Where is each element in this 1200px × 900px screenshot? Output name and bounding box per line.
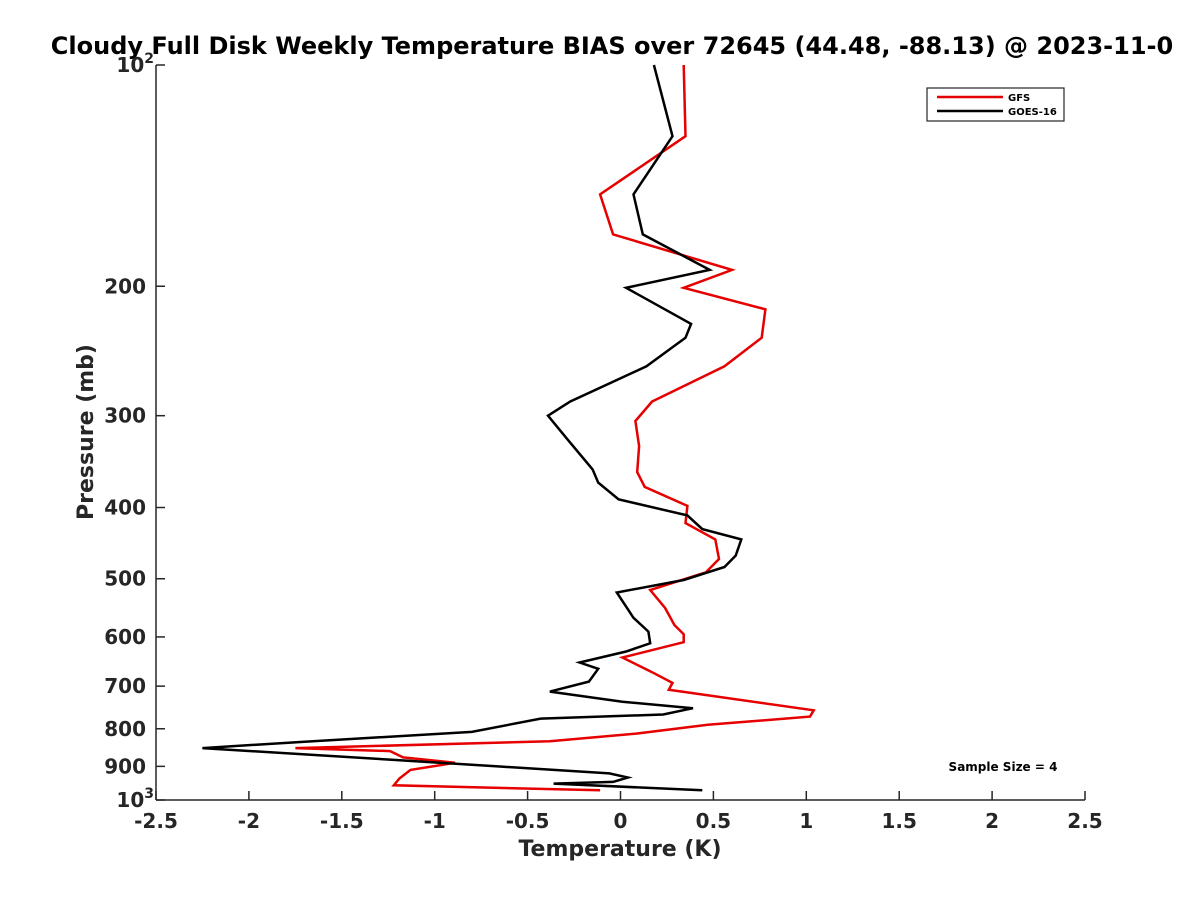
x-tick-label: 0.5 <box>696 809 731 833</box>
y-tick-label: 200 <box>104 274 146 298</box>
y-axis-label: Pressure (mb) <box>74 344 99 520</box>
x-tick-label: 1 <box>799 809 813 833</box>
y-tick-label: 800 <box>104 717 146 741</box>
plot-area: -2.5 -2 -1.5 -1 -0.5 0 0.5 1 1.5 2 2.5 102 200 300 40… <box>104 51 1102 833</box>
legend: GFS GOES-16 <box>926 87 1065 122</box>
y-tick-label: 900 <box>104 754 146 778</box>
x-tick-label: 1.5 <box>881 809 916 833</box>
legend-label-gfs: GFS <box>1008 93 1030 104</box>
series-line-gfs <box>295 64 816 792</box>
series-line-goes16 <box>202 64 743 792</box>
x-axis-label: Temperature (K) <box>518 837 721 862</box>
x-tick-label: 2.5 <box>1067 809 1102 833</box>
sample-size-annotation: Sample Size = 4 <box>949 760 1058 774</box>
y-tick-label: 400 <box>104 496 146 520</box>
x-tick-label: 0 <box>614 809 628 833</box>
x-tick-label: -2 <box>238 809 260 833</box>
x-tick-label: -0.5 <box>506 809 550 833</box>
y-tick-label: 300 <box>104 404 146 428</box>
legend-box <box>926 87 1065 122</box>
y-tick-label: 700 <box>104 674 146 698</box>
x-tick-label: -2.5 <box>134 809 178 833</box>
chart-title: Cloudy Full Disk Weekly Temperature BIAS… <box>51 32 1173 60</box>
series-lines <box>202 64 816 792</box>
y-tick-label: 103 <box>116 786 154 812</box>
x-tick-label: -1.5 <box>320 809 364 833</box>
x-ticks: -2.5 -2 -1.5 -1 -0.5 0 0.5 1 1.5 2 2.5 <box>134 791 1103 833</box>
y-tick-label: 600 <box>104 625 146 649</box>
legend-label-goes16: GOES-16 <box>1008 107 1057 118</box>
x-tick-label: 2 <box>985 809 999 833</box>
y-tick-label: 500 <box>104 567 146 591</box>
y-tick-label: 102 <box>116 51 154 77</box>
x-tick-label: -1 <box>424 809 446 833</box>
y-ticks: 102 200 300 400 500 600 700 800 900 103 <box>104 51 165 812</box>
